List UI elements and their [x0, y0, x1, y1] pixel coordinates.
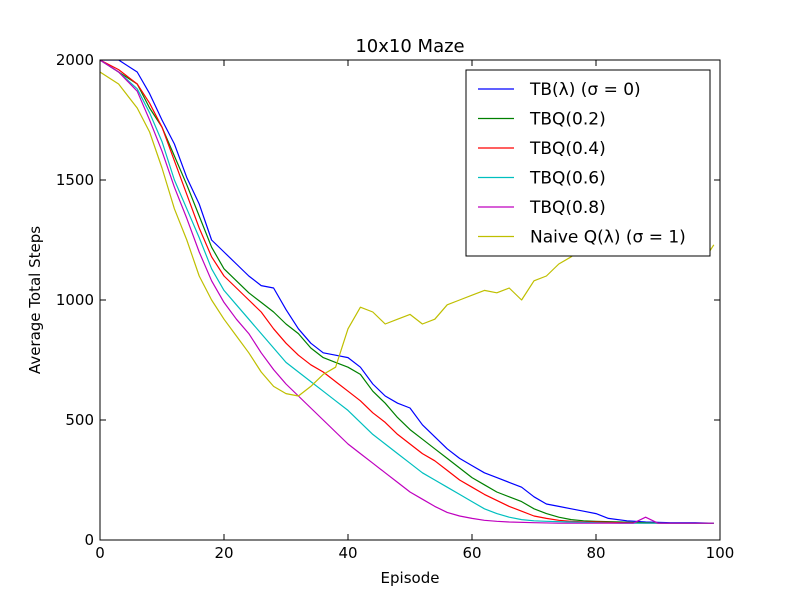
x-axis-label: Episode — [381, 569, 440, 587]
y-tick-label: 1500 — [56, 171, 94, 189]
y-tick-label: 500 — [65, 411, 94, 429]
y-axis-label: Average Total Steps — [26, 226, 44, 374]
x-tick-label: 40 — [338, 544, 357, 562]
legend-label-4: TBQ(0.8) — [529, 198, 606, 218]
legend-box — [465, 69, 711, 257]
series-line-0 — [100, 60, 714, 524]
legend-label-5: Naive Q(λ) (σ = 1) — [530, 228, 686, 248]
y-tick-label: 0 — [84, 531, 94, 549]
x-tick-label: 100 — [706, 544, 735, 562]
series-line-3 — [100, 60, 714, 524]
x-tick-label: 60 — [462, 544, 481, 562]
legend-label-3: TBQ(0.6) — [529, 169, 606, 189]
series-line-2 — [100, 60, 714, 524]
legend-label-0: TB(λ) (σ = 0) — [529, 80, 641, 100]
legend-label-1: TBQ(0.2) — [529, 110, 606, 130]
x-tick-label: 20 — [214, 544, 233, 562]
legend: TB(λ) (σ = 0) TBQ(0.2) TBQ(0.4) TBQ(0.6) TBQ… — [465, 69, 711, 257]
x-tick-label: 80 — [586, 544, 605, 562]
y-tick-label: 1000 — [56, 291, 94, 309]
series-line-1 — [100, 60, 714, 524]
series-line-4 — [100, 60, 714, 524]
y-tick-label: 2000 — [56, 51, 94, 69]
legend-label-2: TBQ(0.4) — [529, 139, 606, 159]
x-tick-label: 0 — [95, 544, 105, 562]
chart-title: 10x10 Maze — [355, 36, 464, 57]
